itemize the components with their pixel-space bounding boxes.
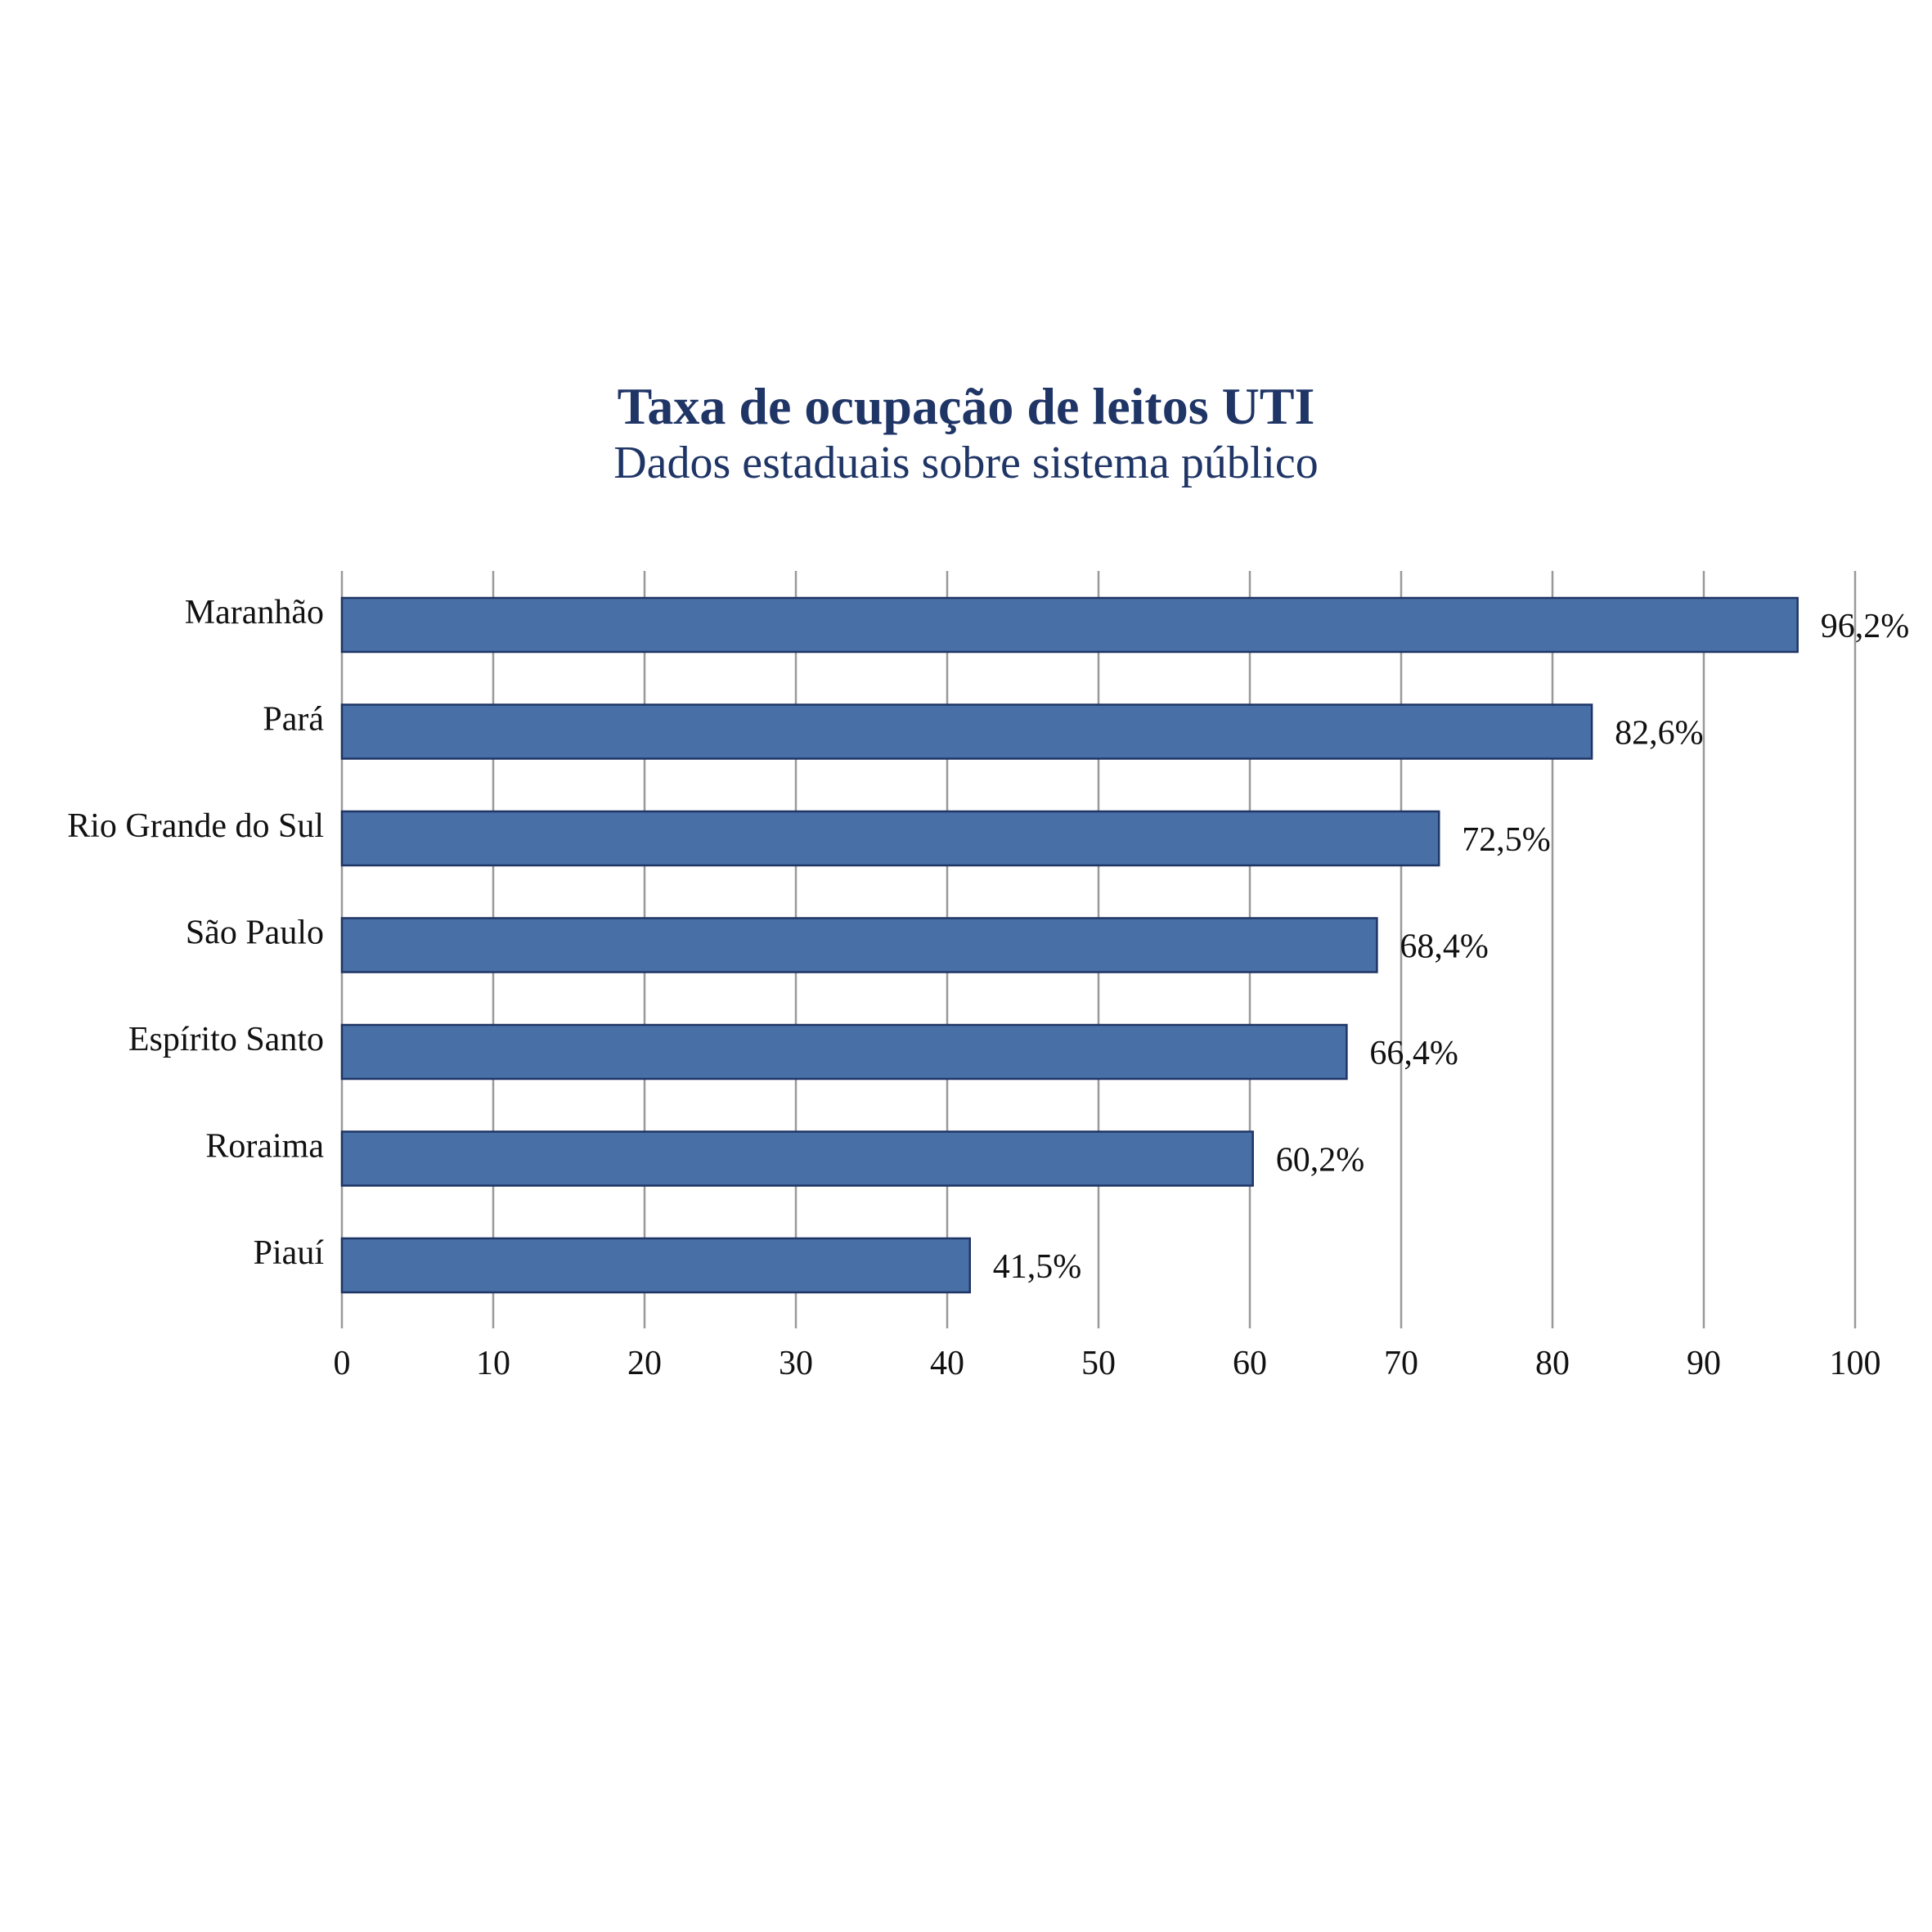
bar (340, 1237, 971, 1294)
category-labels: Maranhão Pará Rio Grande do Sul São Paulo Es… (67, 594, 324, 1272)
bars (340, 596, 1799, 1294)
bar (340, 917, 1378, 973)
category-label: Roraima (205, 1128, 324, 1166)
category-label: Rio Grande do Sul (67, 807, 324, 845)
x-tick-label: 70 (1384, 1345, 1418, 1382)
category-label: Espírito Santo (128, 1021, 324, 1058)
category-label: Maranhão (185, 594, 324, 631)
x-tick-label: 40 (930, 1345, 964, 1382)
value-label: 82,6% (1615, 715, 1704, 753)
x-tick-label: 80 (1535, 1345, 1570, 1382)
bar (340, 1130, 1254, 1187)
value-labels: 96,2% 82,6% 72,5% 68,4% 66,4% 60,2% 41,5% (993, 608, 1909, 1286)
category-label: Piauí (254, 1234, 325, 1272)
bar (340, 810, 1440, 867)
chart-title: Taxa de ocupação de leitos UTI (618, 377, 1315, 435)
value-label: 68,4% (1400, 928, 1489, 966)
x-tick-label: 0 (334, 1345, 351, 1382)
bar (340, 703, 1593, 760)
value-label: 72,5% (1462, 821, 1551, 859)
x-tick-label: 30 (779, 1345, 813, 1382)
x-tick-label: 100 (1830, 1345, 1881, 1382)
x-tick-label: 90 (1687, 1345, 1721, 1382)
x-tick-label: 20 (627, 1345, 662, 1382)
bar (340, 1023, 1348, 1081)
category-label: São Paulo (186, 914, 324, 952)
x-tick-label: 60 (1233, 1345, 1267, 1382)
x-tick-labels: 0 10 20 30 40 50 60 70 80 90 100 (334, 1345, 1881, 1382)
value-label: 66,4% (1369, 1035, 1458, 1072)
x-tick-label: 10 (476, 1345, 510, 1382)
x-tick-label: 50 (1081, 1345, 1116, 1382)
chart-subtitle: Dados estaduais sobre sistema público (613, 438, 1319, 488)
category-label: Pará (263, 701, 324, 739)
bar (340, 596, 1799, 654)
value-label: 60,2% (1276, 1142, 1365, 1179)
value-label: 41,5% (993, 1248, 1082, 1286)
value-label: 96,2% (1821, 608, 1910, 645)
